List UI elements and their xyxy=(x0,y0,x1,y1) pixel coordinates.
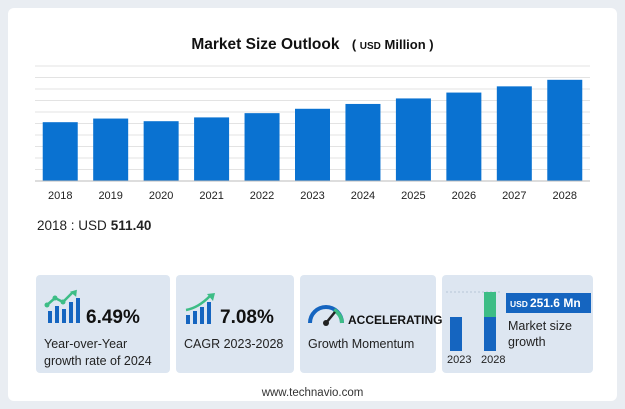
yoy-value: 6.49% xyxy=(86,307,140,328)
cagr-tile: 7.08% CAGR 2023-2028 xyxy=(176,275,294,373)
bar-2019 xyxy=(93,118,129,181)
x-tick-label: 2022 xyxy=(250,190,274,202)
base-year-value: 2018 : USD 511.40 xyxy=(37,218,152,233)
yoy-caption: Year-over-Year growth rate of 2024 xyxy=(44,337,152,368)
x-tick-label: 2023 xyxy=(300,190,324,202)
mini-bar-2023 xyxy=(450,317,462,351)
bar-2021 xyxy=(194,117,230,181)
x-tick-label: 2019 xyxy=(98,190,122,202)
x-tick-label: 2020 xyxy=(149,190,173,202)
market-size-bar-chart: 2018 2019 2020 2021 2022 2023 2024 2025 2026 2027… xyxy=(35,65,590,202)
chart-unit: ( USD Million ) xyxy=(351,37,434,52)
momentum-status: ACCELERATING xyxy=(348,313,443,327)
bar-2022 xyxy=(244,113,280,181)
mini-year-end: 2028 xyxy=(481,354,506,366)
growth-badge: USD 251.6 Mn xyxy=(506,293,591,313)
mini-bar-2028-base xyxy=(484,317,496,351)
bar-2026 xyxy=(446,92,482,181)
yoy-tile: 6.49% Year-over-Year growth rate of 2024 xyxy=(36,275,170,373)
bar-2025 xyxy=(395,98,431,181)
x-tick-label: 2025 xyxy=(401,190,425,202)
cagr-caption: CAGR 2023-2028 xyxy=(184,337,284,351)
x-tick-label: 2024 xyxy=(351,190,375,202)
bar-2023 xyxy=(295,108,330,181)
mini-year-start: 2023 xyxy=(447,354,472,366)
growth-caption: Market size growth xyxy=(508,319,572,349)
x-tick-label: 2028 xyxy=(553,190,577,202)
x-tick-label: 2026 xyxy=(452,190,476,202)
bar-2027 xyxy=(496,86,532,181)
speedometer-icon xyxy=(308,305,344,326)
momentum-caption: Growth Momentum xyxy=(308,337,415,351)
growth-tile xyxy=(442,275,593,373)
bar-2024 xyxy=(345,103,381,181)
x-tick-label: 2021 xyxy=(199,190,223,202)
bar-2018 xyxy=(42,122,78,181)
cagr-value: 7.08% xyxy=(220,307,274,328)
growth-comparison-mini-chart xyxy=(446,291,502,351)
bar-2020 xyxy=(143,121,179,181)
chart-title: Market Size Outlook ( USD Million ) xyxy=(191,36,434,53)
x-tick-label: 2018 xyxy=(48,190,72,202)
bar-2028 xyxy=(547,79,583,181)
source-footer: www.technavio.com xyxy=(261,387,364,399)
momentum-tile: ACCELERATING Growth Momentum xyxy=(300,275,442,373)
growth-bars-icon xyxy=(44,289,80,323)
x-tick-label: 2027 xyxy=(502,190,526,202)
mini-bar-2028-growth xyxy=(484,292,496,317)
cagr-trend-icon xyxy=(185,293,215,324)
